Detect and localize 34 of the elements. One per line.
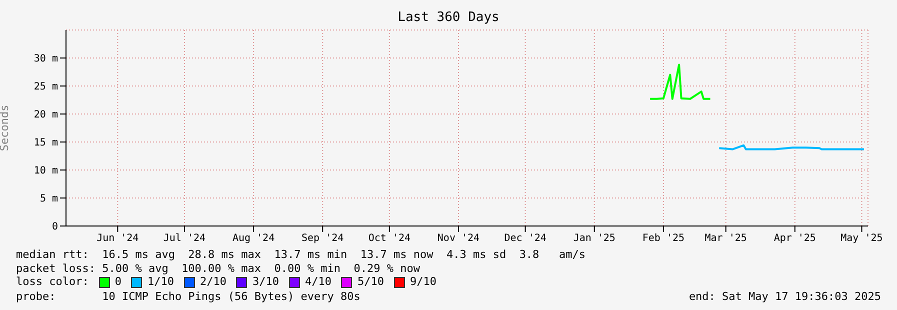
x-tick-label: Oct '24 <box>368 233 411 244</box>
legend-label: 2/10 <box>198 275 226 289</box>
y-axis-title: Seconds <box>0 104 11 152</box>
text: packet loss: 5.00 % avg 100.00 % max 0.00 % min 0.29 % now <box>16 262 421 276</box>
line-series <box>649 64 712 100</box>
legend-label: 9/10 <box>408 275 436 289</box>
legend-label: 1/10 <box>146 275 174 289</box>
legend-label: 3/10 <box>251 275 279 289</box>
legend-label: 0 <box>114 275 122 289</box>
y-tick-label: 5 m <box>40 194 58 205</box>
x-tick-label: Jun '24 <box>96 233 139 244</box>
y-tick-label: 30 m <box>34 54 58 65</box>
chart-title: Last 360 Days <box>396 9 500 26</box>
y-tick-label: 0 <box>52 222 58 233</box>
y-tick-label: 10 m <box>34 166 58 177</box>
x-tick-label: Dec '24 <box>504 233 546 244</box>
text: median rtt: 16.5 ms avg 28.8 ms max 13.7 ms min 13.7 ms now 4.3 ms sd 3.8 am/s <box>16 248 586 262</box>
legend-label: 5/10 <box>356 275 384 289</box>
x-tick-label: Feb '25 <box>642 233 685 244</box>
y-tick-label: 20 m <box>34 110 58 121</box>
text: end: Sat May 17 19:36:03 2025 <box>688 290 881 304</box>
y-tick-label: 25 m <box>34 82 58 93</box>
x-tick-label: Aug '24 <box>232 233 275 244</box>
x-tick-label: May '25 <box>840 233 883 244</box>
x-tick-label: Apr '25 <box>774 233 816 244</box>
x-tick-label: Jul '24 <box>163 233 206 244</box>
x-tick-label: Sep '24 <box>302 233 344 244</box>
y-tick-label: 15 m <box>34 138 58 149</box>
legend-title: loss color: <box>16 275 89 289</box>
x-tick-label: Mar '25 <box>704 233 747 244</box>
text: probe: 10 ICMP Echo Pings (56 Bytes) every 80s <box>16 290 360 304</box>
legend-label: 4/10 <box>304 275 332 289</box>
x-tick-label: Nov '24 <box>437 233 480 244</box>
x-tick-label: Jan '25 <box>573 233 616 244</box>
